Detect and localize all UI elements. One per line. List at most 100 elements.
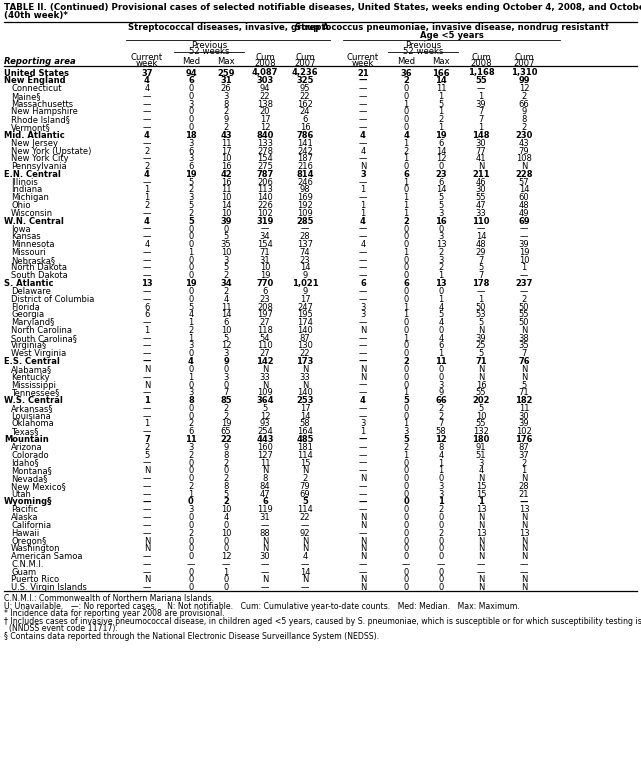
Text: TABLE II. (Continued) Provisional cases of selected notifiable diseases, United : TABLE II. (Continued) Provisional cases … [4,3,641,12]
Text: 0: 0 [188,294,194,304]
Text: —: — [143,568,151,577]
Text: 2: 2 [438,404,444,413]
Text: 0: 0 [188,521,194,530]
Text: 2: 2 [303,474,308,483]
Text: 4,236: 4,236 [292,68,319,77]
Text: 6: 6 [188,146,194,156]
Text: —: — [143,349,151,358]
Text: —: — [143,584,151,592]
Text: N: N [478,365,484,374]
Text: —: — [261,584,269,592]
Text: 1,021: 1,021 [292,279,319,288]
Text: 34: 34 [260,232,271,241]
Text: 4: 4 [360,131,366,140]
Text: 0: 0 [403,342,408,351]
Text: N: N [478,162,484,171]
Text: 1: 1 [188,334,194,343]
Text: 5: 5 [188,217,194,225]
Text: N: N [520,474,527,483]
Text: —: — [520,271,528,280]
Text: —: — [359,451,367,460]
Text: 3: 3 [188,505,194,515]
Text: 0: 0 [188,544,194,553]
Text: —: — [437,560,445,569]
Text: 14: 14 [300,411,310,420]
Text: 6: 6 [188,77,194,85]
Text: N: N [520,162,527,171]
Text: 76: 76 [518,357,530,366]
Text: 5: 5 [223,263,229,272]
Text: 178: 178 [472,279,490,288]
Text: 176: 176 [515,435,533,444]
Text: 1: 1 [144,396,150,405]
Text: Med: Med [182,57,200,66]
Text: 3: 3 [438,490,444,499]
Text: 2: 2 [403,357,409,366]
Text: 6: 6 [438,178,444,187]
Text: N: N [144,544,150,553]
Text: —: — [477,568,485,577]
Text: Alabama§: Alabama§ [11,365,52,374]
Text: 3: 3 [438,232,444,241]
Text: 174: 174 [297,318,313,327]
Text: 0: 0 [403,404,408,413]
Text: —: — [359,505,367,515]
Text: Max: Max [217,57,235,66]
Text: 22: 22 [300,349,310,358]
Text: 11: 11 [436,84,446,93]
Text: 8: 8 [223,99,229,109]
Text: 22: 22 [220,435,232,444]
Text: 11: 11 [519,404,529,413]
Text: Mississippi: Mississippi [11,380,56,389]
Text: —: — [359,380,367,389]
Text: 7: 7 [438,420,444,429]
Text: 28: 28 [300,232,310,241]
Text: —: — [143,209,151,218]
Text: 0: 0 [223,521,229,530]
Text: 814: 814 [296,170,313,179]
Text: 208: 208 [257,303,273,311]
Text: 4: 4 [438,334,444,343]
Text: N: N [302,365,308,374]
Text: 0: 0 [403,513,408,522]
Text: 16: 16 [221,162,231,171]
Text: 108: 108 [516,154,532,163]
Text: 9: 9 [303,287,308,296]
Text: —: — [143,92,151,101]
Text: 254: 254 [257,427,273,436]
Text: * Incidence data for reporting year 2008 are provisional.: * Incidence data for reporting year 2008… [4,609,225,618]
Text: —: — [143,334,151,343]
Text: 58: 58 [436,427,446,436]
Text: 0: 0 [403,537,408,546]
Text: 2: 2 [188,326,194,335]
Text: Current: Current [131,53,163,62]
Text: 1: 1 [403,178,408,187]
Text: —: — [143,256,151,265]
Text: Maine§: Maine§ [11,92,40,101]
Text: Mid. Atlantic: Mid. Atlantic [4,131,65,140]
Text: 21: 21 [519,490,529,499]
Text: 10: 10 [221,326,231,335]
Text: 60: 60 [519,194,529,203]
Text: 0: 0 [438,544,444,553]
Text: 84: 84 [260,482,271,491]
Text: 2: 2 [188,185,194,194]
Text: Tennessee§: Tennessee§ [11,389,59,397]
Text: —: — [143,521,151,530]
Text: 0: 0 [223,466,229,475]
Text: 12: 12 [519,84,529,93]
Text: N: N [360,513,366,522]
Text: 0: 0 [403,490,408,499]
Text: 30: 30 [260,552,271,561]
Text: Kentucky: Kentucky [11,373,49,382]
Text: 1: 1 [360,185,365,194]
Text: 110: 110 [257,342,273,351]
Text: —: — [359,529,367,537]
Text: 0: 0 [403,263,408,272]
Text: 0: 0 [438,568,444,577]
Text: 69: 69 [300,490,310,499]
Text: Indiana: Indiana [11,185,42,194]
Text: N: N [478,474,484,483]
Text: 278: 278 [257,146,273,156]
Text: 197: 197 [257,310,273,320]
